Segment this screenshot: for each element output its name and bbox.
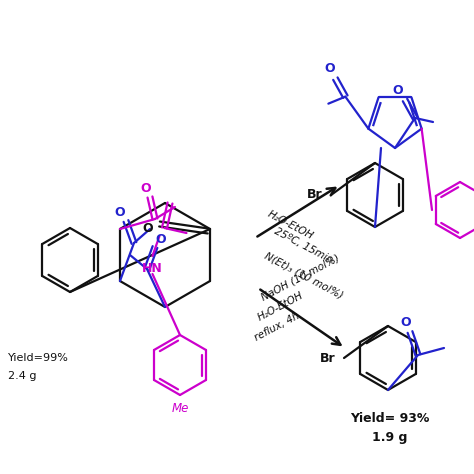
Text: 1.9 g: 1.9 g <box>372 430 408 444</box>
Text: Yield=99%: Yield=99% <box>8 353 69 363</box>
Text: H₂O-EtOH: H₂O-EtOH <box>265 209 315 241</box>
Text: H₂O-EtOH: H₂O-EtOH <box>255 290 305 322</box>
Text: O: O <box>401 316 411 328</box>
Text: Yield= 93%: Yield= 93% <box>350 411 430 425</box>
Text: O: O <box>324 62 335 75</box>
Text: reflux, 4h: reflux, 4h <box>253 310 301 342</box>
Text: O: O <box>115 207 125 219</box>
Text: 25ºC, 15min: 25ºC, 15min <box>273 226 335 265</box>
Text: N(Et)₃ (10 mol%): N(Et)₃ (10 mol%) <box>263 251 345 301</box>
Text: O: O <box>392 83 403 97</box>
Text: O: O <box>141 182 151 195</box>
Text: O: O <box>155 233 166 246</box>
Text: O: O <box>142 221 153 235</box>
Text: 2.4 g: 2.4 g <box>8 371 36 381</box>
Text: NaOH (10 mol%): NaOH (10 mol%) <box>260 253 341 302</box>
Text: Br: Br <box>320 352 336 365</box>
Text: Me: Me <box>171 402 189 416</box>
Text: HN: HN <box>142 262 163 274</box>
Text: Br: Br <box>307 189 323 201</box>
